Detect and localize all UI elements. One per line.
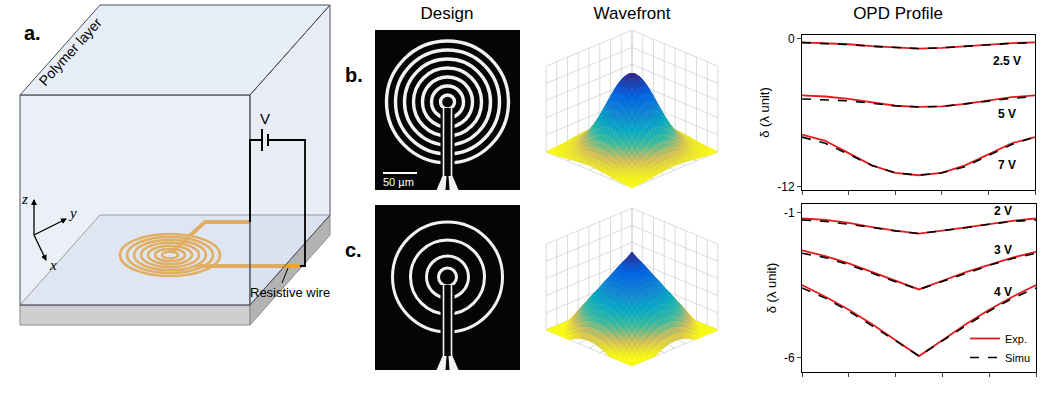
svg-text:x: x xyxy=(49,257,57,273)
svg-text:0: 0 xyxy=(788,32,795,46)
svg-text:2 V: 2 V xyxy=(994,204,1012,218)
svg-text:Design: Design xyxy=(421,4,474,23)
svg-text:5 V: 5 V xyxy=(998,107,1016,121)
svg-text:V: V xyxy=(260,110,270,127)
svg-text:OPD Profile: OPD Profile xyxy=(853,4,943,23)
svg-text:Resistive wire: Resistive wire xyxy=(250,285,330,300)
svg-text:z: z xyxy=(21,191,28,207)
svg-text:δ (λ unit): δ (λ unit) xyxy=(757,87,772,138)
svg-text:-12: -12 xyxy=(777,180,795,194)
svg-text:-6: -6 xyxy=(784,351,795,365)
svg-text:δ (λ unit): δ (λ unit) xyxy=(764,263,779,314)
svg-text:Polymer layer: Polymer layer xyxy=(36,14,105,89)
svg-text:2.5 V: 2.5 V xyxy=(993,54,1021,68)
svg-text:50 µm: 50 µm xyxy=(383,176,414,188)
svg-text:Wavefront: Wavefront xyxy=(594,4,671,23)
svg-text:Simu: Simu xyxy=(1005,352,1030,364)
svg-text:4 V: 4 V xyxy=(994,285,1012,299)
svg-text:c.: c. xyxy=(345,239,362,261)
svg-text:7 V: 7 V xyxy=(998,158,1016,172)
svg-text:b.: b. xyxy=(345,64,363,86)
svg-text:a.: a. xyxy=(24,22,41,44)
svg-text:Exp.: Exp. xyxy=(1005,333,1027,345)
svg-text:y: y xyxy=(68,205,77,221)
svg-text:-1: -1 xyxy=(784,206,795,220)
svg-text:3 V: 3 V xyxy=(994,243,1012,257)
